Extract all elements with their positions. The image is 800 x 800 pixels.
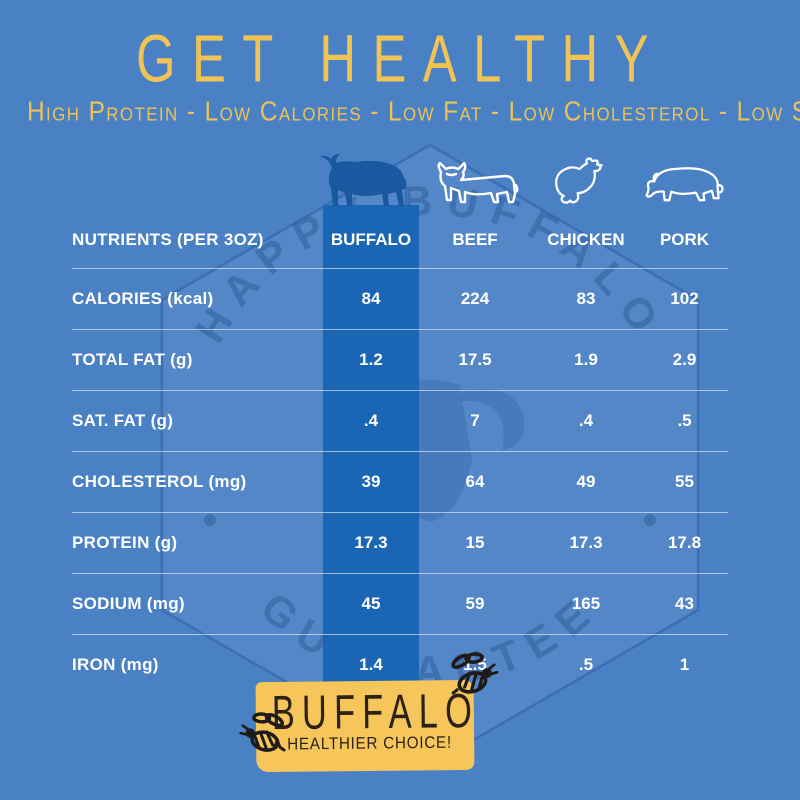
row-label: PROTEIN (g) xyxy=(72,533,178,552)
cell-beef: 17.5 xyxy=(458,350,492,369)
page-title: GET HEALTHY xyxy=(135,22,665,97)
row-label: SODIUM (mg) xyxy=(72,594,185,613)
cell-buffalo: 1.2 xyxy=(359,350,383,369)
cell-chicken: .4 xyxy=(578,411,594,430)
cell-buffalo: .4 xyxy=(363,411,379,430)
badge-title: BUFFALO xyxy=(271,684,480,741)
row-label: CHOLESTEROL (mg) xyxy=(72,472,247,491)
table-row-calories: CALORIES (kcal) 84 224 83 102 xyxy=(72,268,728,329)
cell-buffalo: 39 xyxy=(361,472,381,491)
cell-pork: 2.9 xyxy=(672,350,697,369)
cow-icon xyxy=(419,158,531,212)
hen-icon xyxy=(531,156,641,212)
nutrition-table: NUTRIENTS (PER 3OZ) BUFFALO BEEF CHICKEN… xyxy=(72,150,728,695)
cell-beef: 15 xyxy=(465,533,485,552)
cell-chicken: .5 xyxy=(578,655,594,674)
table-header-row: NUTRIENTS (PER 3OZ) BUFFALO BEEF CHICKEN… xyxy=(72,212,728,268)
header-buffalo: BUFFALO xyxy=(330,230,412,249)
cell-buffalo: 84 xyxy=(361,289,381,308)
cell-beef: 59 xyxy=(465,594,485,613)
header-nutrients: NUTRIENTS (PER 3OZ) xyxy=(72,230,264,249)
cell-pork: 43 xyxy=(675,594,694,613)
row-label: CALORIES (kcal) xyxy=(72,289,214,308)
row-label: TOTAL FAT (g) xyxy=(72,350,193,369)
cell-beef: 64 xyxy=(465,472,485,491)
cell-chicken: 17.3 xyxy=(569,533,603,552)
row-label: IRON (mg) xyxy=(72,655,159,674)
cell-pork: .5 xyxy=(677,411,692,430)
cell-pork: 55 xyxy=(675,472,694,491)
cell-buffalo: 1.4 xyxy=(359,655,383,674)
cell-pork: 1 xyxy=(679,655,690,674)
buffalo-highlight-column xyxy=(323,205,419,695)
buffalo-icon xyxy=(298,150,438,212)
pig-icon xyxy=(641,164,728,212)
table-row-sat-fat: SAT. FAT (g) .4 7 .4 .5 xyxy=(72,390,728,451)
cell-buffalo: 45 xyxy=(361,594,381,613)
cell-chicken: 49 xyxy=(576,472,596,491)
table-row-cholesterol: CHOLESTEROL (mg) 39 64 49 55 xyxy=(72,451,728,512)
cell-pork: 102 xyxy=(670,289,699,308)
animal-icons-row xyxy=(72,150,728,212)
table-row-sodium: SODIUM (mg) 45 59 165 43 xyxy=(72,573,728,634)
header-pork: PORK xyxy=(659,230,710,249)
header-chicken: CHICKEN xyxy=(547,230,625,249)
page-subtitle: High Protein - Low Calories - Low Fat - … xyxy=(26,95,800,127)
cell-buffalo: 17.3 xyxy=(354,533,388,552)
cell-chicken: 165 xyxy=(571,594,601,613)
badge-subtitle: A HEALTHIER CHOICE! xyxy=(272,734,452,754)
cell-beef: 7 xyxy=(470,411,480,430)
row-label: SAT. FAT (g) xyxy=(72,411,174,430)
cell-chicken: 83 xyxy=(576,289,596,308)
cell-pork: 17.8 xyxy=(667,533,702,552)
cell-chicken: 1.9 xyxy=(574,350,598,369)
table-row-total-fat: TOTAL FAT (g) 1.2 17.5 1.9 2.9 xyxy=(72,329,728,390)
table-row-protein: PROTEIN (g) 17.3 15 17.3 17.8 xyxy=(72,512,728,573)
cell-beef: 224 xyxy=(460,289,490,308)
bee-icon xyxy=(239,712,286,752)
table-row-iron: IRON (mg) 1.4 1.5 .5 1 xyxy=(72,634,728,695)
header-beef: BEEF xyxy=(452,230,498,249)
bee-icon xyxy=(451,652,499,695)
